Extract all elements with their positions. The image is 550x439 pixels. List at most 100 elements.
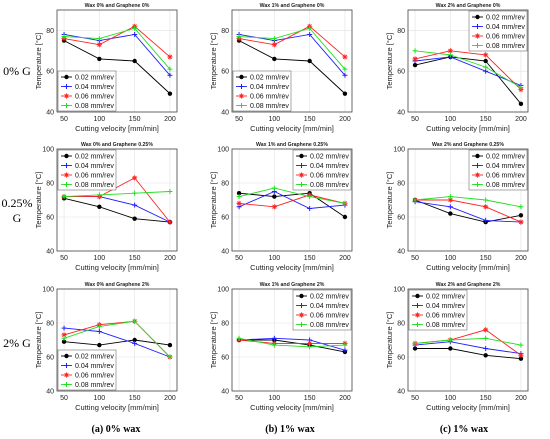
plot-frame [407,288,529,392]
data-point [307,344,313,350]
x-tick-label: 50 [60,116,68,123]
x-tick-label: 200 [164,255,176,262]
data-point [271,42,277,48]
legend-label: 0.08 mm/rev [310,182,349,189]
data-point [96,329,102,334]
y-axis-label: Temperature [°C] [34,312,43,369]
legend-marker [299,163,304,168]
data-point [167,219,173,225]
x-tick-label: 150 [480,255,492,262]
data-point [518,352,524,358]
legend-marker [64,382,69,387]
data-point [271,204,277,210]
series-1 [412,346,524,361]
y-axis-label: Temperature [°C] [209,33,218,90]
y-tick-label: 80 [46,321,54,328]
x-tick-label: 200 [515,395,527,402]
legend-label: 0.04 mm/rev [310,303,349,310]
series-line [414,199,522,223]
legend-marker [64,163,69,168]
legend-label: 0.08 mm/rev [486,182,525,189]
data-point [448,346,453,351]
x-tick-label: 150 [480,395,492,402]
data-point [518,342,524,348]
series-line [64,177,171,223]
legend-label: 0.02 mm/rev [250,75,289,82]
series-line [238,25,346,58]
series-line [415,56,522,86]
y-tick-label: 60 [397,355,405,362]
data-point [307,25,313,31]
plot-frame [231,288,353,392]
x-axis-label: Cutting velocity [mm/min] [75,263,159,272]
legend: 0.02 mm/rev 0.04 mm/rev 0.06 mm/rev 0.08 mm… [408,289,468,331]
data-point [483,204,489,210]
data-point [307,194,313,200]
y-axis-label: Temperature [°C] [385,172,394,229]
y-tick-label: 60 [221,215,229,222]
legend-label: 0.06 mm/rev [75,94,114,101]
series-line [64,339,171,346]
y-tick-label: 80 [46,28,54,35]
series-line [414,50,522,90]
data-point [61,325,67,331]
data-point [483,327,489,333]
data-point [448,211,453,216]
series-line [415,50,522,88]
data-point [483,353,488,358]
x-tick-label: 50 [235,116,243,123]
chart-title: Wax 2% and Graphene 0.25% [432,142,504,148]
series-line [415,337,522,346]
x-tick-label: 150 [304,255,316,262]
data-point [132,25,138,31]
row-label-025g-line2: G [12,211,22,225]
row-label-2g: 2% G [3,336,31,350]
data-point [342,54,348,60]
series-line [63,40,171,94]
data-point [132,58,137,64]
x-axis-label: Cutting velocity [mm/min] [426,263,510,272]
y-tick-label: 40 [397,249,405,256]
data-point [483,335,489,341]
legend-marker [64,84,69,89]
x-axis-label: Cutting velocity [mm/min] [426,403,510,412]
data-point [96,192,102,198]
x-tick-label: 150 [129,255,141,262]
legend-marker [475,43,480,48]
data-point [342,72,348,78]
legend-label: 0.08 mm/rev [486,43,525,50]
legend-label: 0.06 mm/rev [426,313,465,320]
y-tick-label: 100 [217,287,229,294]
y-tick-label: 80 [221,321,229,328]
data-point [236,200,242,206]
data-point [97,204,102,209]
legend-marker [474,33,481,39]
legend-label: 0.04 mm/rev [75,363,114,370]
series-4 [236,25,348,72]
legend: 0.02 mm/rev 0.04 mm/rev 0.06 mm/rev 0.08 mm… [468,10,528,52]
y-tick-label: 40 [46,389,54,396]
data-point [342,200,348,206]
series-line [64,191,170,198]
series-4 [412,48,524,91]
series-line [414,201,521,223]
caption-c: (c) 1% wax [439,424,489,435]
y-tick-label: 40 [221,110,229,117]
legend: 0.02 mm/rev 0.04 mm/rev 0.06 mm/rev 0.08 mm… [468,149,528,191]
x-tick-label: 50 [411,116,419,123]
series-4 [61,189,173,200]
series-4 [412,335,524,348]
legend-marker [64,153,69,159]
legend: 0.02 mm/rev 0.04 mm/rev 0.06 mm/rev 0.08 mm… [57,70,117,112]
data-point [167,91,173,96]
plot-frame [407,148,529,252]
data-point [483,197,489,203]
legend-label: 0.04 mm/rev [75,84,114,91]
series-line [415,199,522,223]
series-1 [236,191,348,220]
x-tick-label: 50 [60,255,68,262]
series-line [415,341,522,355]
x-tick-label: 50 [235,395,243,402]
legend-marker [64,363,69,368]
legend-marker [415,303,420,308]
